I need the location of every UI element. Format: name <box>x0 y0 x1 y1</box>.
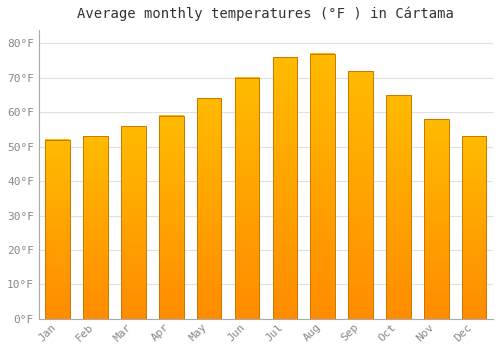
Bar <box>121 126 146 319</box>
Bar <box>272 57 297 319</box>
Bar <box>197 98 222 319</box>
Title: Average monthly temperatures (°F ) in Cártama: Average monthly temperatures (°F ) in Cá… <box>78 7 454 21</box>
Bar <box>462 136 486 319</box>
Bar <box>348 71 373 319</box>
Bar <box>234 78 260 319</box>
Bar <box>386 95 410 319</box>
Bar <box>46 140 70 319</box>
Bar <box>84 136 108 319</box>
Bar <box>310 54 335 319</box>
Bar <box>424 119 448 319</box>
Bar <box>159 116 184 319</box>
